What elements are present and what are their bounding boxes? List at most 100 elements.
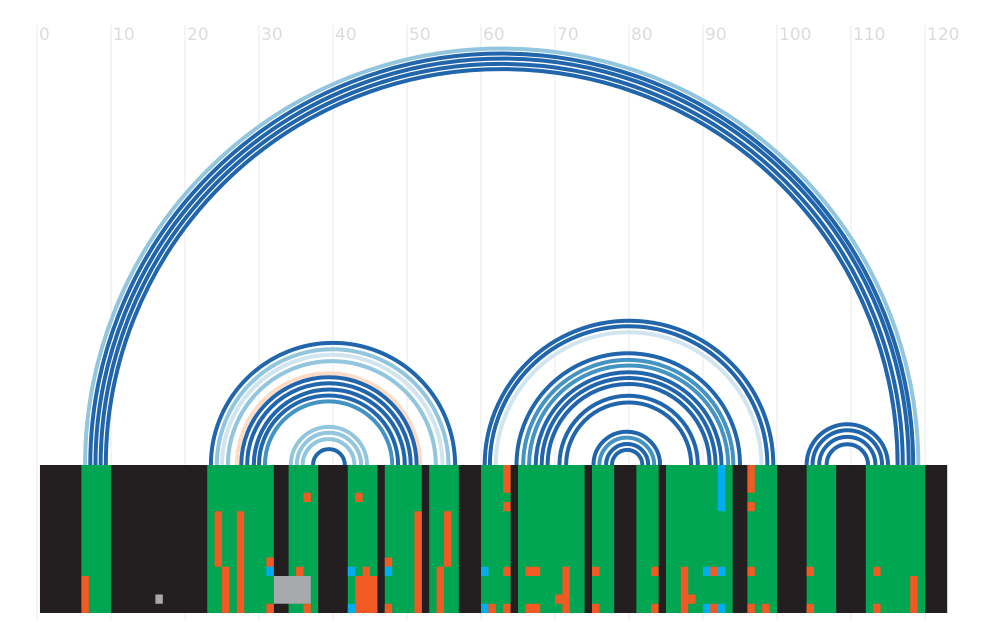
track-cell-mismatch xyxy=(503,566,511,576)
x-tick-label: 120 xyxy=(927,25,959,45)
arc xyxy=(817,434,878,466)
arc xyxy=(597,435,657,466)
x-tick-label: 40 xyxy=(335,25,357,45)
track-cell-mismatch xyxy=(503,603,511,613)
arc xyxy=(262,399,395,466)
track-cell-mismatch xyxy=(266,603,274,613)
track-cell-mismatch xyxy=(873,566,881,576)
track-cell-mismatch xyxy=(488,603,496,613)
arc xyxy=(245,381,413,466)
alignment-track xyxy=(39,465,948,613)
track-cell-mismatch xyxy=(592,603,600,613)
track-cell-mismatch xyxy=(414,511,422,613)
track-cell-mismatch xyxy=(303,603,311,613)
x-tick-label: 0 xyxy=(39,25,50,45)
track-cell-blue-cell xyxy=(481,566,489,576)
paired-column-block xyxy=(636,465,659,613)
arc xyxy=(103,67,900,466)
arc xyxy=(804,422,890,466)
track-cell-mismatch xyxy=(81,576,89,613)
arc xyxy=(300,437,357,466)
arc xyxy=(93,56,911,466)
track-cell-blue-cell xyxy=(703,603,711,613)
arc xyxy=(591,429,663,466)
track-cell-mismatch xyxy=(762,603,770,613)
track-cell-gray-cell xyxy=(273,576,311,604)
arc xyxy=(220,352,445,466)
track-cell-mismatch xyxy=(910,576,918,613)
track-cell-mismatch xyxy=(525,603,541,613)
track-cell-mismatch xyxy=(503,502,511,512)
track-cell-mismatch xyxy=(362,566,370,576)
x-tick-label: 20 xyxy=(187,25,209,45)
track-cell-blue-cell xyxy=(717,465,726,512)
track-cell-mismatch xyxy=(747,465,755,493)
track-cell-mismatch xyxy=(222,566,230,613)
track-cell-mismatch xyxy=(236,511,245,613)
x-tick-label: 90 xyxy=(705,25,727,45)
track-cell-blue-cell xyxy=(717,566,726,576)
paired-column-block xyxy=(592,465,615,613)
arc xyxy=(527,363,731,466)
track-cell-mismatch xyxy=(436,566,444,613)
track-cell-blue-cell xyxy=(703,566,711,576)
arc xyxy=(257,393,401,466)
track-cell-mismatch xyxy=(384,603,393,613)
arc xyxy=(214,347,451,466)
track-cell-mismatch xyxy=(562,566,570,613)
x-tick-label: 10 xyxy=(113,25,135,45)
arc xyxy=(810,428,885,466)
track-cell-mismatch xyxy=(592,566,600,576)
arc xyxy=(234,371,423,466)
track-cell-blue-cell xyxy=(384,566,393,576)
arc xyxy=(487,324,770,466)
track-cell-blue-cell xyxy=(481,603,489,613)
track-cell-mismatch xyxy=(747,603,755,613)
x-tick-label: 30 xyxy=(261,25,283,45)
x-tick-label: 80 xyxy=(631,25,653,45)
arc xyxy=(533,370,724,466)
arc xyxy=(493,330,764,466)
track-cell-blue-cell xyxy=(266,566,274,576)
arc xyxy=(239,375,419,466)
track-cell-mismatch xyxy=(680,566,689,613)
arc xyxy=(557,393,700,466)
track-cell-mismatch xyxy=(806,566,814,576)
track-cell-mismatch xyxy=(873,603,881,613)
track-cell-mismatch xyxy=(525,566,541,576)
arc xyxy=(88,51,916,466)
track-cell-mismatch xyxy=(747,502,755,512)
arc xyxy=(824,442,871,466)
x-tick-label: 70 xyxy=(557,25,579,45)
track-cell-mismatch xyxy=(688,594,696,604)
paired-column-block xyxy=(806,465,837,613)
track-cell-blue-cell xyxy=(347,566,356,576)
track-cell-mismatch xyxy=(651,603,659,613)
track-cell-blue-cell xyxy=(347,603,356,613)
x-axis-tick-labels: 0 10 20 30 40 50 60 70 80 90 100 110 120 xyxy=(39,25,959,45)
arc xyxy=(539,376,718,466)
track-cell-mismatch xyxy=(555,594,563,604)
track-cell-mismatch xyxy=(384,557,393,567)
track-cell-mismatch xyxy=(503,465,511,493)
arc xyxy=(288,424,370,466)
track-cell-mismatch xyxy=(651,566,659,576)
arc-layer xyxy=(83,46,921,466)
arc xyxy=(514,351,742,466)
x-tick-label: 110 xyxy=(853,25,885,45)
arc xyxy=(294,430,364,466)
track-cell-mismatch xyxy=(355,492,363,502)
track-cell-mismatch xyxy=(355,576,378,613)
arc xyxy=(482,318,776,466)
arc xyxy=(311,447,347,466)
arc xyxy=(521,358,736,466)
arc xyxy=(98,61,905,466)
track-cell-gray-cell xyxy=(155,594,163,604)
arc xyxy=(604,441,651,466)
track-cell-mismatch xyxy=(444,511,452,567)
arc xyxy=(545,381,712,466)
track-cell-blue-cell xyxy=(717,603,726,613)
arc xyxy=(251,387,407,466)
track-cell-mismatch xyxy=(266,557,274,567)
